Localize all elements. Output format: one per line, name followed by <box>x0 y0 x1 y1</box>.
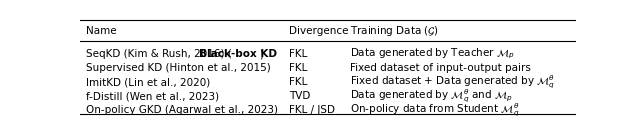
Text: Data generated by Teacher $\mathcal{M}_p$: Data generated by Teacher $\mathcal{M}_p… <box>350 47 515 61</box>
Text: Name: Name <box>86 26 116 36</box>
Text: FKL / JSD: FKL / JSD <box>289 105 335 115</box>
Text: Data generated by $\mathcal{M}_q^\theta$ and $\mathcal{M}_p$: Data generated by $\mathcal{M}_q^\theta$… <box>350 87 513 105</box>
Text: Supervised KD (Hinton et al., 2015): Supervised KD (Hinton et al., 2015) <box>86 63 271 73</box>
Text: TVD: TVD <box>289 91 310 101</box>
Text: ImitKD (Lin et al., 2020): ImitKD (Lin et al., 2020) <box>86 77 210 87</box>
Text: FKL: FKL <box>289 63 308 73</box>
Text: Fixed dataset of input-output pairs: Fixed dataset of input-output pairs <box>350 63 531 73</box>
Text: FKL: FKL <box>289 49 308 59</box>
Text: FKL: FKL <box>289 77 308 87</box>
Text: On-policy GKD (Agarwal et al., 2023): On-policy GKD (Agarwal et al., 2023) <box>86 105 278 115</box>
Text: Divergence: Divergence <box>289 26 349 36</box>
Text: Training Data ($\mathcal{G}$): Training Data ($\mathcal{G}$) <box>350 24 440 38</box>
Text: Black-box KD: Black-box KD <box>199 49 277 59</box>
Text: Fixed dataset + Data generated by $\mathcal{M}_q^\theta$: Fixed dataset + Data generated by $\math… <box>350 73 556 91</box>
Text: On-policy data from Student $\mathcal{M}_q^\theta$: On-policy data from Student $\mathcal{M}… <box>350 102 520 119</box>
Text: f-Distill (Wen et al., 2023): f-Distill (Wen et al., 2023) <box>86 91 219 101</box>
Text: ): ) <box>259 49 263 59</box>
Text: SeqKD (Kim & Rush, 2016) (: SeqKD (Kim & Rush, 2016) ( <box>86 49 232 59</box>
